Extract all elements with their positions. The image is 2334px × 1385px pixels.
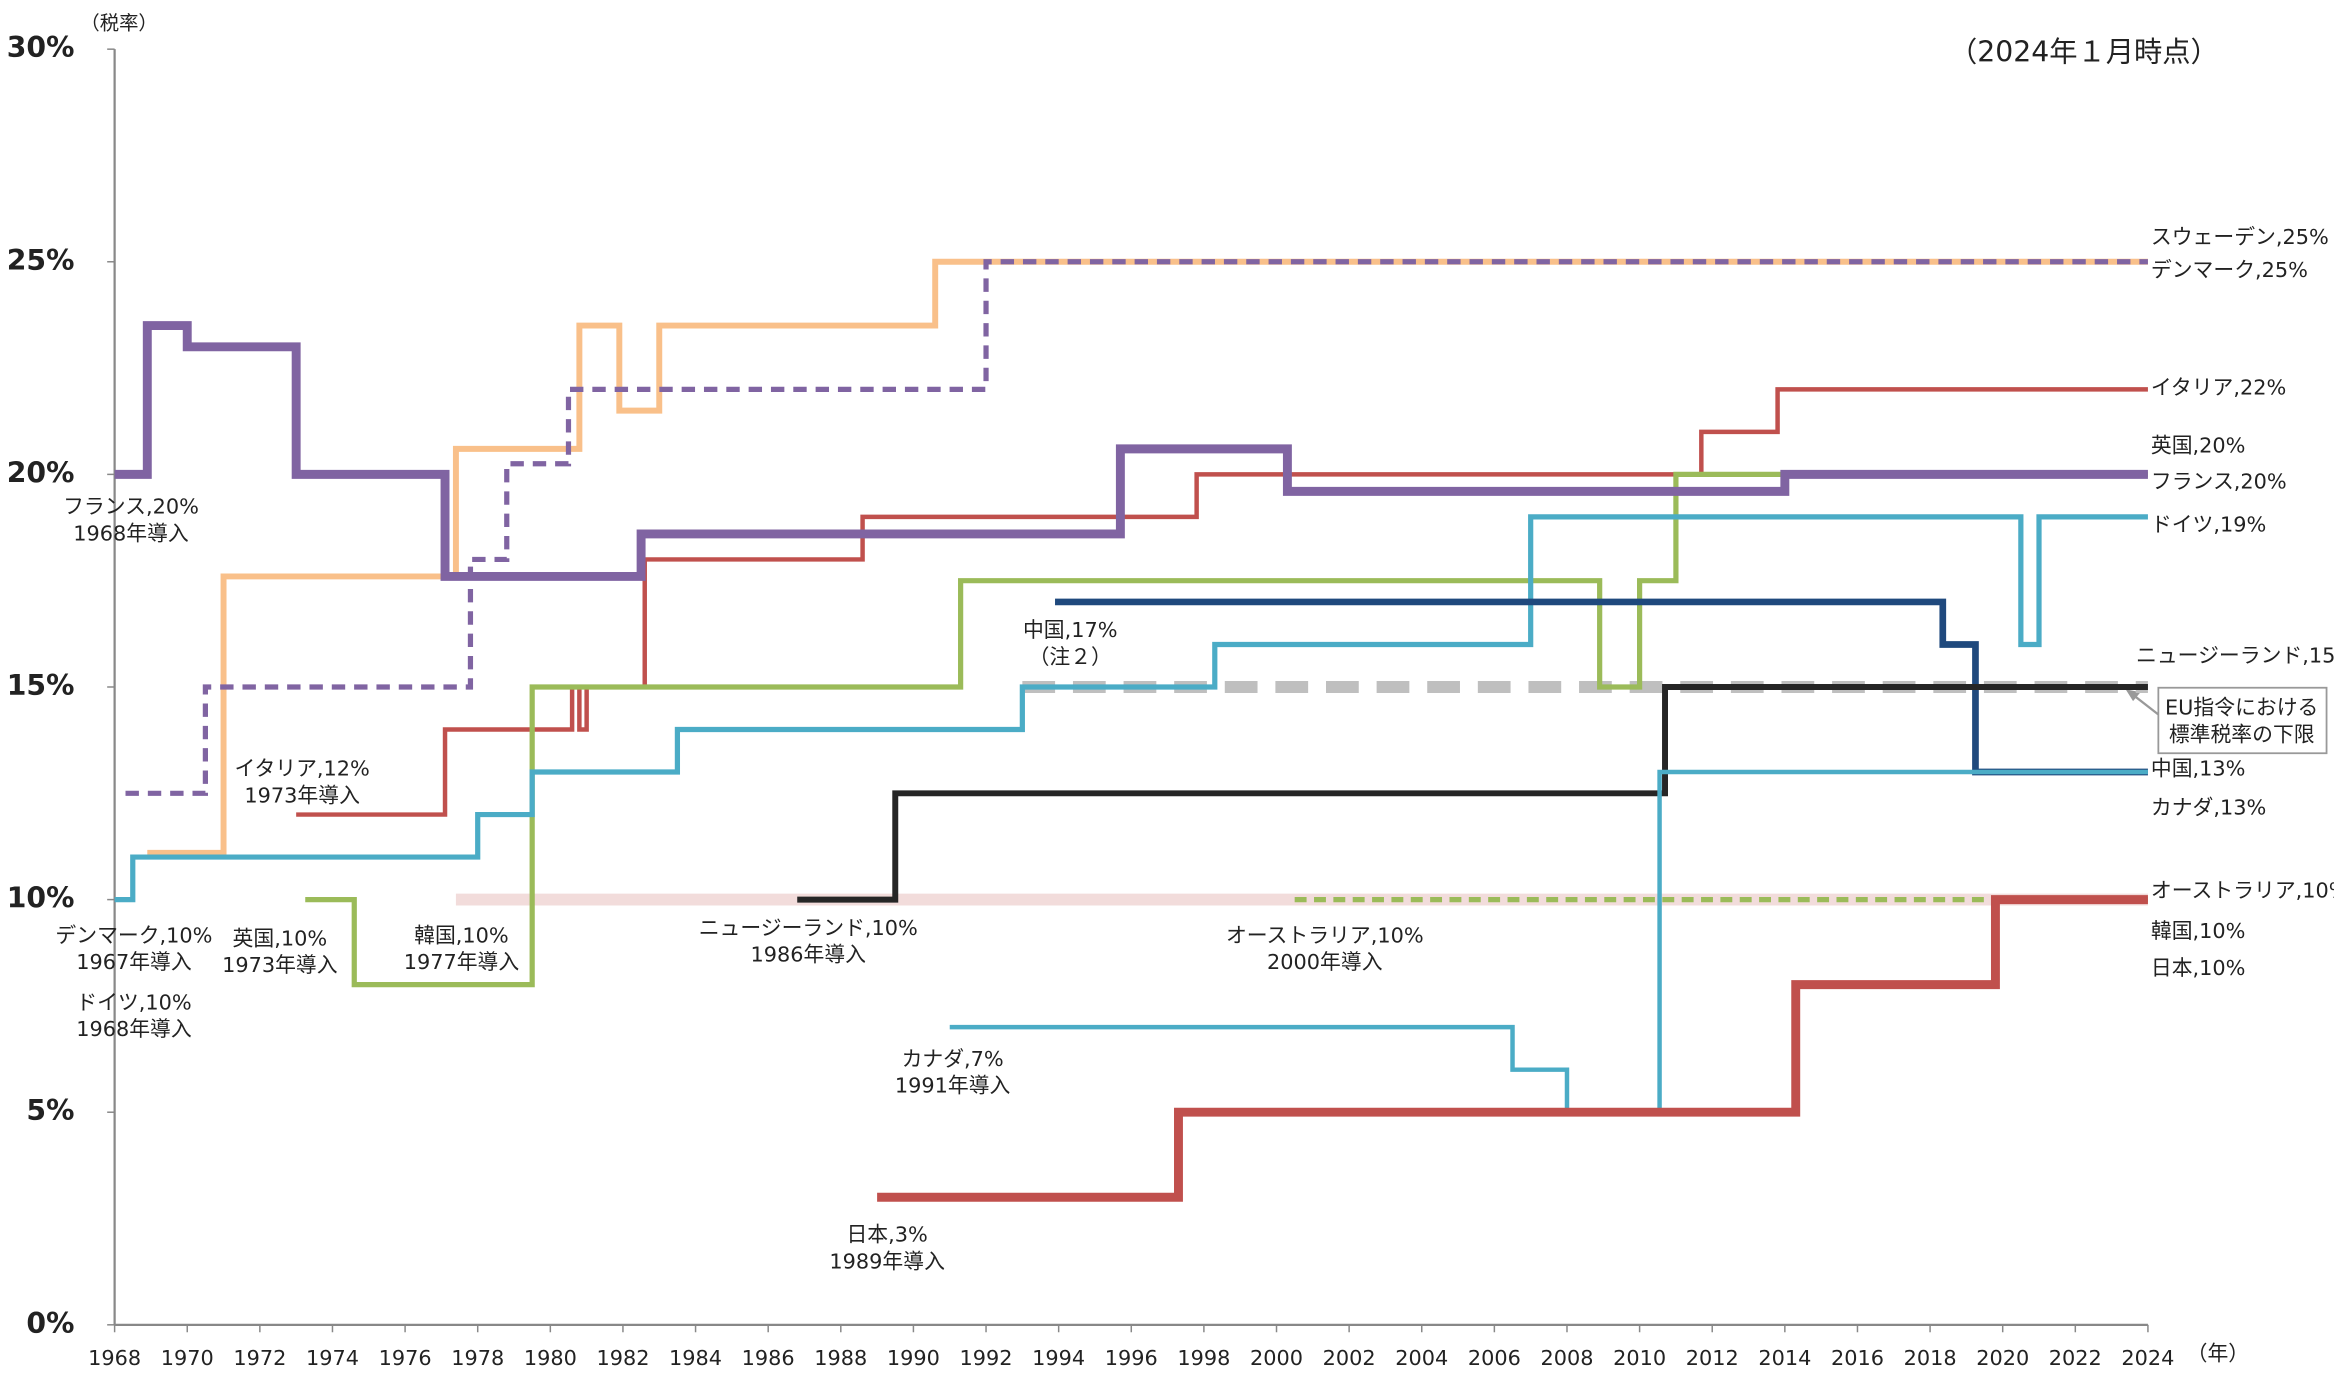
x-tick-label: 1988 (814, 1346, 867, 1370)
annotation: 日本,3% (846, 1223, 927, 1247)
annotation: オーストラリア,10% (1226, 923, 1424, 947)
annotation: 2000年導入 (1267, 950, 1383, 974)
annotation: 1968年導入 (73, 521, 189, 545)
y-axis-label: （税率） (80, 11, 157, 34)
annotation: デンマーク,10% (55, 923, 212, 947)
annotation: 1968年導入 (76, 1017, 192, 1041)
x-tick-label: 1974 (306, 1346, 359, 1370)
y-tick-label: 20% (7, 456, 75, 489)
x-tick-label: 2014 (1758, 1346, 1811, 1370)
annotation: 中国,13% (2151, 757, 2246, 781)
x-tick-label: 1970 (161, 1346, 214, 1370)
x-tick-label: 2012 (1686, 1346, 1739, 1370)
step-line (147, 258, 2148, 856)
annotation: ニュージーランド,15% (2136, 643, 2334, 667)
annotation: 1989年導入 (829, 1249, 945, 1273)
annotation: 韓国,10% (2151, 919, 2246, 943)
callout-box (2157, 686, 2328, 755)
x-tick-label: 1990 (887, 1346, 940, 1370)
x-tick-label: 1978 (451, 1346, 504, 1370)
x-tick-label: 2022 (2049, 1346, 2102, 1370)
x-tick-label: 2002 (1323, 1346, 1376, 1370)
annotation: デンマーク,25% (2151, 258, 2308, 282)
annotation: （注２） (1029, 645, 1112, 669)
annotation: カナダ,7% (902, 1047, 1004, 1071)
y-tick-label: 0% (26, 1307, 74, 1340)
annotation: イタリア,22% (2151, 376, 2286, 400)
annotation: 中国,17% (1023, 618, 1118, 642)
annotation: 標準税率の下限 (2169, 722, 2315, 746)
x-tick-label: 1980 (524, 1346, 577, 1370)
step-line (305, 471, 2148, 988)
x-axis-label: （年） (2187, 1342, 2249, 1366)
y-tick-label: 25% (7, 244, 75, 277)
annotation: 日本,10% (2151, 956, 2246, 980)
step-line (949, 769, 2148, 1115)
step-line (125, 259, 2148, 796)
annotation: フランス,20% (63, 495, 199, 519)
x-tick-label: 2000 (1250, 1346, 1303, 1370)
x-tick-label: 1968 (88, 1346, 141, 1370)
x-tick-label: 1996 (1105, 1346, 1158, 1370)
step-line (114, 514, 2148, 903)
annotation: オーストラリア,10% (2151, 879, 2334, 903)
x-tick-label: 2004 (1395, 1346, 1448, 1370)
annotation: フランス,20% (2151, 469, 2287, 493)
x-tick-label: 2008 (1540, 1346, 1593, 1370)
x-tick-label: 1972 (233, 1346, 286, 1370)
annotation: 1986年導入 (751, 943, 867, 967)
annotation: ドイツ,10% (76, 990, 191, 1014)
step-line (296, 387, 2148, 817)
x-tick-label: 2024 (2121, 1346, 2174, 1370)
annotation: 1991年導入 (895, 1074, 1011, 1098)
x-tick-label: 2020 (1976, 1346, 2029, 1370)
x-tick-label: 1992 (960, 1346, 1013, 1370)
annotation: EU指令における (2165, 696, 2318, 720)
y-tick-label: 5% (26, 1094, 74, 1127)
annotation: イタリア,12% (234, 757, 369, 781)
annotation: 1973年導入 (244, 783, 360, 807)
x-tick-label: 1994 (1032, 1346, 1085, 1370)
x-tick-label: 1986 (742, 1346, 795, 1370)
step-line (797, 684, 2148, 903)
step-line (114, 321, 2148, 581)
y-tick-label: 15% (7, 669, 75, 702)
annotation: ニュージーランド,10% (699, 916, 918, 940)
annotation: 韓国,10% (414, 923, 509, 947)
x-tick-label: 1984 (669, 1346, 722, 1370)
annotation: スウェーデン,25% (2151, 225, 2329, 249)
annotation: 1967年導入 (76, 950, 192, 974)
x-tick-label: 2006 (1468, 1346, 1521, 1370)
annotation: ドイツ,19% (2151, 512, 2266, 536)
annotation: 1973年導入 (222, 953, 338, 977)
x-tick-label: 1982 (596, 1346, 649, 1370)
x-tick-label: 2016 (1831, 1346, 1884, 1370)
annotation: 英国,10% (233, 926, 328, 950)
step-line (877, 895, 2148, 1202)
x-tick-label: 2010 (1613, 1346, 1666, 1370)
x-tick-label: 1998 (1177, 1346, 1230, 1370)
y-tick-label: 30% (7, 31, 75, 64)
annotation: カナダ,13% (2151, 795, 2266, 819)
note: （2024年１月時点） (1949, 36, 2219, 69)
x-tick-label: 2018 (1904, 1346, 1957, 1370)
y-tick-label: 10% (7, 882, 75, 915)
x-tick-label: 1976 (379, 1346, 432, 1370)
annotation: 英国,20% (2151, 434, 2246, 458)
annotation: 1977年導入 (404, 950, 520, 974)
